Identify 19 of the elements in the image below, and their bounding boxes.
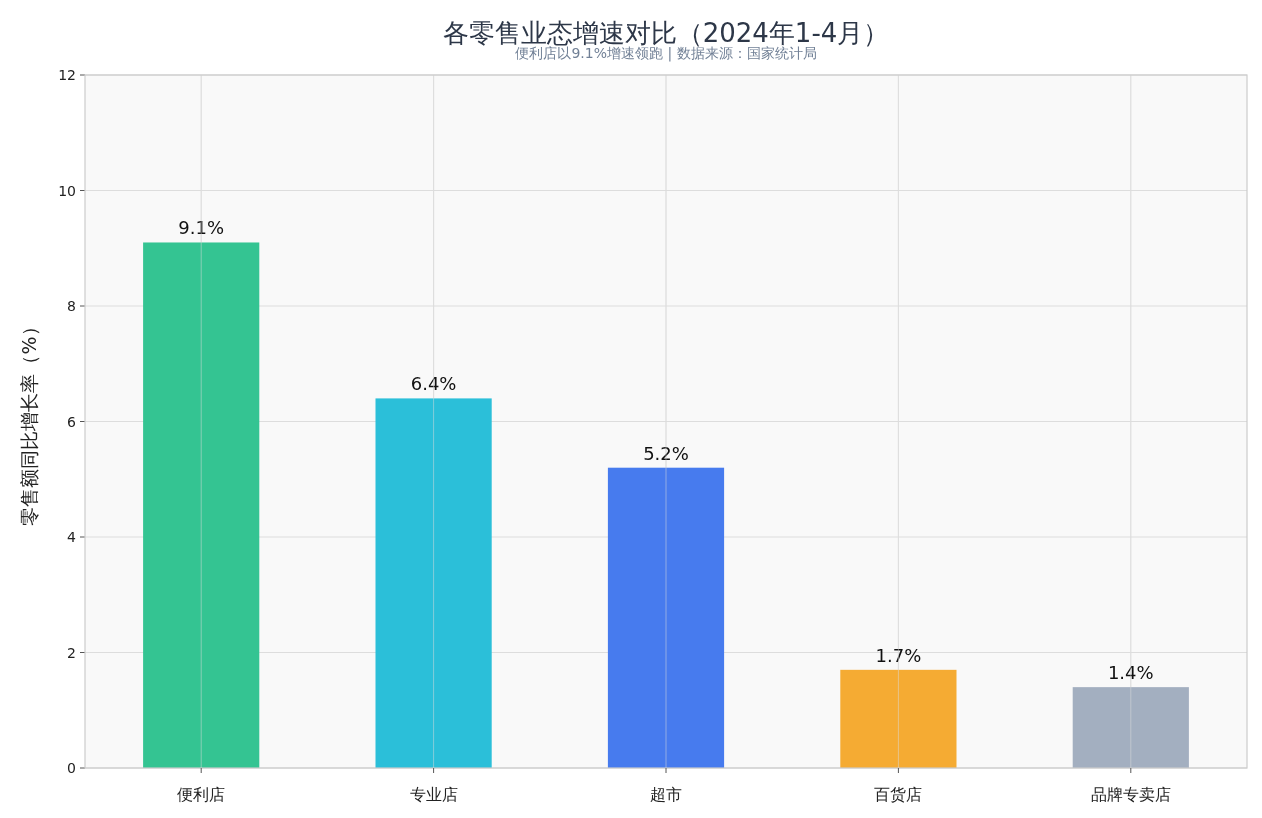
- data-label: 6.4%: [410, 373, 457, 395]
- y-tick-label: 4: [67, 529, 77, 545]
- data-label: 5.2%: [643, 442, 689, 464]
- x-tick-label: 百货店: [874, 785, 923, 804]
- x-tick-label: 品牌专卖店: [1090, 785, 1171, 804]
- data-label: 9.1%: [178, 217, 225, 239]
- chart-subtitle: 便利店以9.1%增速领跑 | 数据来源：国家统计局: [515, 45, 817, 62]
- y-tick-label: 8: [67, 298, 76, 314]
- y-tick-label: 0: [67, 760, 76, 776]
- y-tick-label: 2: [67, 644, 76, 661]
- y-axis-title: 零售额同比增长率（%）: [18, 317, 40, 526]
- y-tick-label: 12: [58, 67, 76, 83]
- y-tick-label: 10: [58, 182, 76, 199]
- x-tick-label: 超市: [650, 785, 682, 804]
- data-label: 1.7%: [875, 644, 922, 666]
- x-tick-label: 专业店: [409, 785, 458, 804]
- x-tick-label: 便利店: [177, 785, 226, 804]
- y-tick-label: 6: [67, 413, 77, 430]
- data-label: 1.4%: [1107, 662, 1154, 684]
